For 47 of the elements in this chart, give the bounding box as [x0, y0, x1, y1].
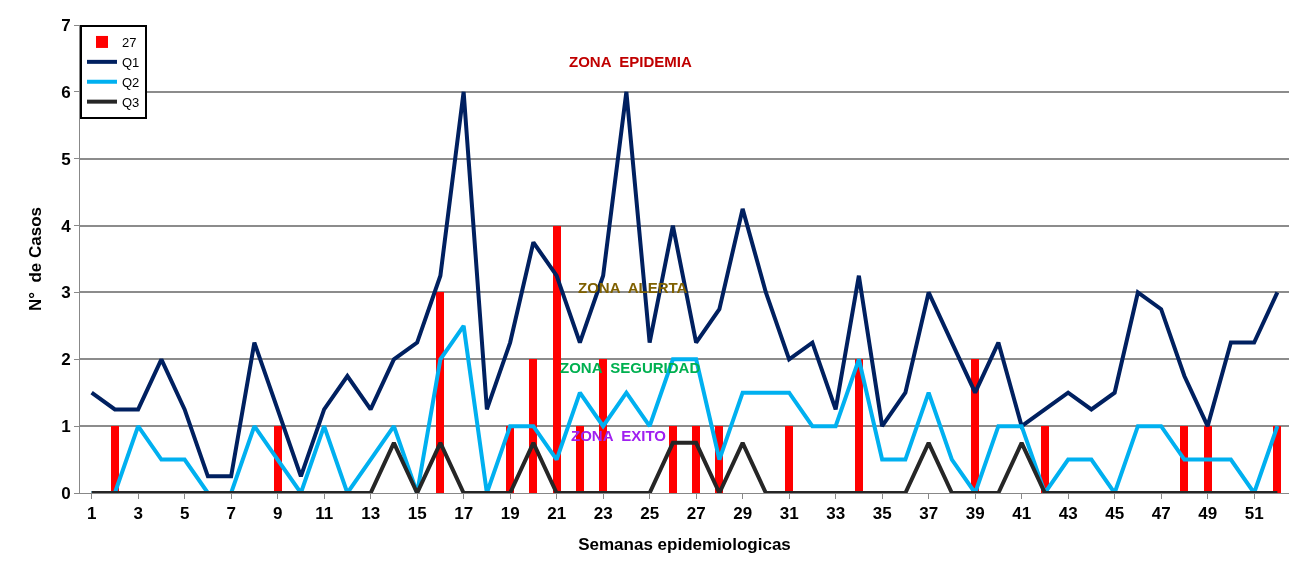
x-tick-label: 33 [826, 504, 846, 524]
y-tick-label: 1 [61, 417, 71, 437]
x-tick-label: 47 [1151, 504, 1171, 524]
x-tick-label: 37 [919, 504, 939, 524]
x-tick-label: 23 [593, 504, 613, 524]
y-tick-label: 6 [61, 82, 71, 102]
x-tick-label: 29 [733, 504, 753, 524]
x-tick-label: 41 [1012, 504, 1032, 524]
x-tick-label: 51 [1244, 504, 1264, 524]
bar [669, 426, 677, 493]
x-tick-label: 31 [779, 504, 799, 524]
annotation: ZONA EPIDEMIA [569, 53, 692, 70]
bar [692, 426, 700, 493]
x-tick-label: 27 [686, 504, 706, 524]
line-series [89, 89, 1280, 479]
x-tick-label: 17 [454, 504, 474, 524]
y-axis-title: N° de Casos [25, 206, 45, 312]
legend-label: Q2 [122, 74, 140, 90]
x-tick-label: 7 [226, 504, 236, 524]
x-tick-label: 3 [133, 504, 143, 524]
y-tick-label: 5 [61, 149, 71, 169]
y-tick-label: 7 [61, 15, 71, 35]
x-tick-label: 39 [965, 504, 985, 524]
legend-label: 27 [122, 35, 137, 51]
x-tick-label: 11 [315, 504, 334, 524]
bar [553, 226, 561, 493]
y-tick-label: 3 [61, 283, 71, 303]
x-tick-label: 19 [500, 504, 520, 524]
x-tick-label: 43 [1058, 504, 1078, 524]
bar [1204, 426, 1212, 493]
x-tick-label: 35 [872, 504, 892, 524]
x-tick-label: 9 [272, 504, 283, 524]
x-tick-label: 5 [179, 504, 190, 524]
x-tick-label: 49 [1198, 504, 1218, 524]
y-tick-label: 2 [61, 350, 71, 370]
x-tick-label: 1 [86, 504, 97, 524]
x-tick-label: 13 [361, 504, 381, 524]
y-tick-label: 0 [61, 483, 71, 503]
x-tick-label: 21 [547, 504, 567, 524]
x-tick-label: 25 [640, 504, 660, 524]
x-tick-label: 45 [1105, 504, 1125, 524]
legend-label: Q1 [122, 54, 140, 70]
y-tick-label: 4 [61, 216, 72, 236]
bar [785, 426, 793, 493]
legend-label: Q3 [122, 94, 140, 110]
x-axis-title: Semanas epidemiologicas [578, 534, 791, 554]
x-tick-label: 15 [407, 504, 427, 524]
